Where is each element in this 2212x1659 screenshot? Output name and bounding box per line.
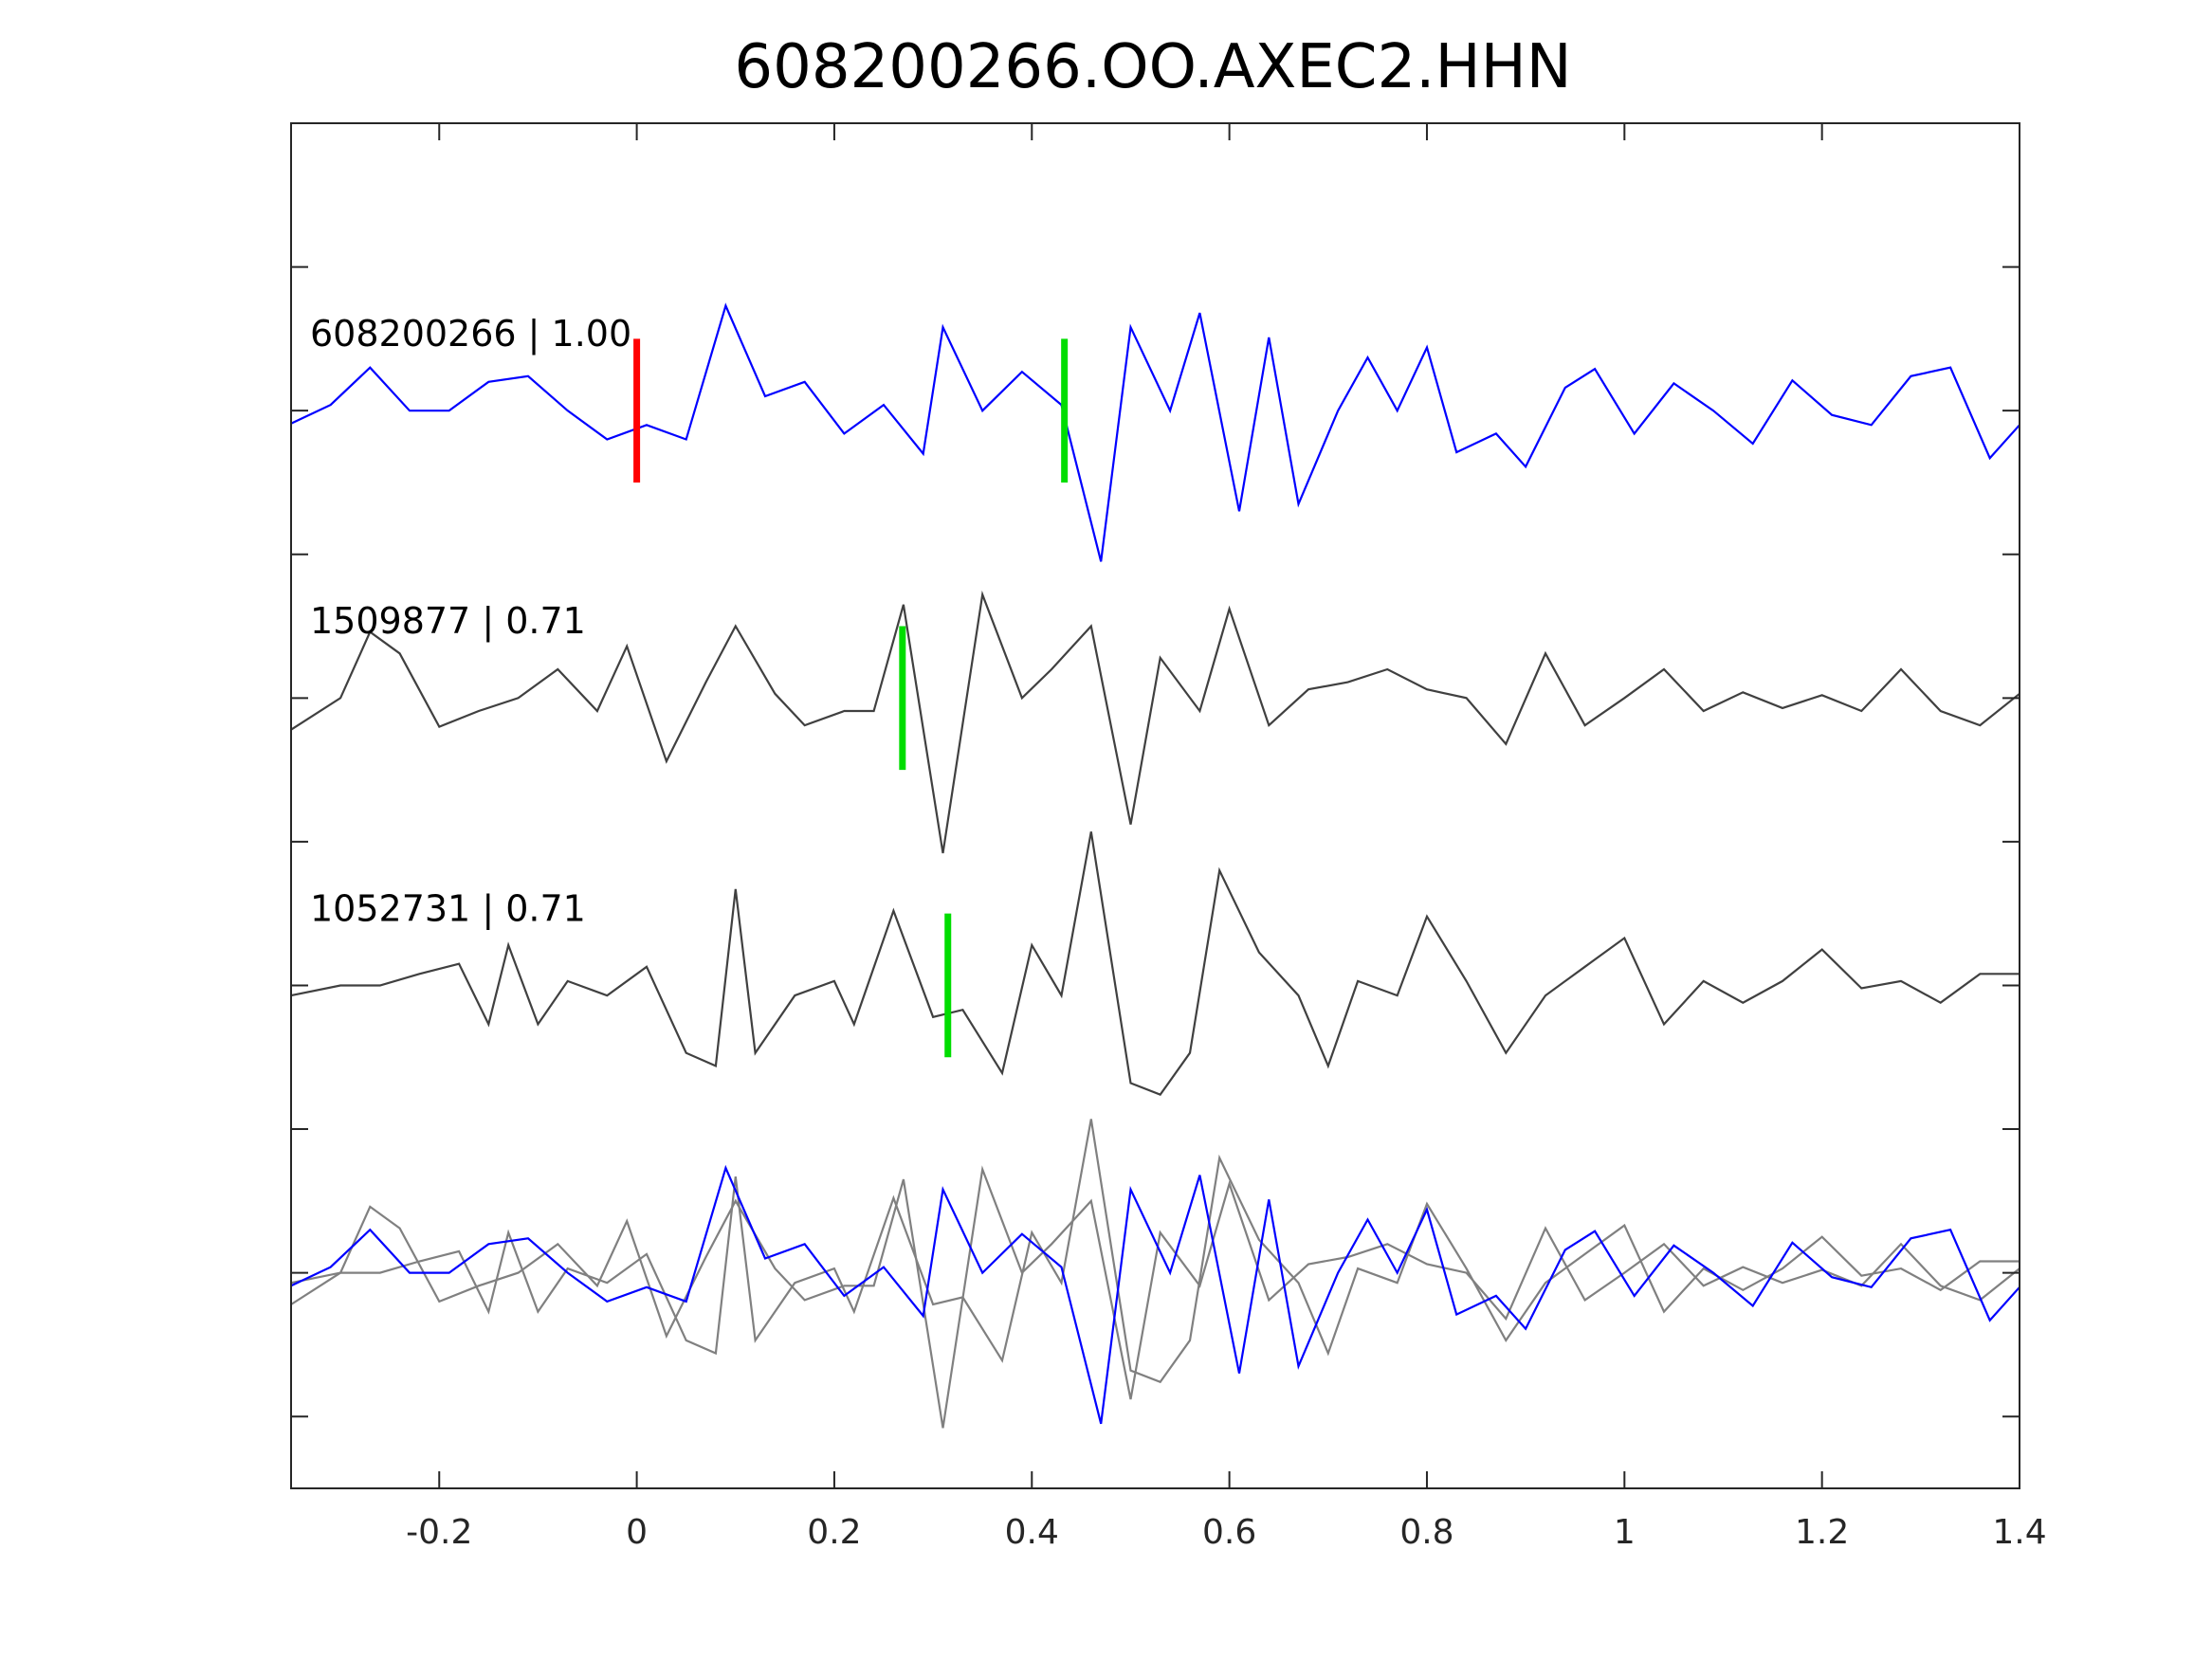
x-tick-label: -0.2 <box>406 1513 472 1552</box>
x-tick-label: 0.8 <box>1399 1513 1453 1552</box>
trace-label-608200266: 608200266 | 1.00 <box>310 313 631 356</box>
trace-608200266 <box>290 302 2020 562</box>
trace-label-1509877: 1509877 | 0.71 <box>310 600 586 643</box>
x-tick-label: 1.2 <box>1795 1513 1849 1552</box>
trace-label-1052731: 1052731 | 0.71 <box>310 887 586 930</box>
axes-frame <box>290 122 2020 1489</box>
x-tick-label: 0.6 <box>1202 1513 1256 1552</box>
traces-layer: 608200266 | 1.00 1509877 | 0.71 1052731 | … <box>290 302 2020 1429</box>
trace-1052731 <box>290 831 2020 1097</box>
x-tick-label: 1.4 <box>1992 1513 2046 1552</box>
x-tick-label: 0.4 <box>1005 1513 1059 1552</box>
x-tick-label: 0.2 <box>807 1513 861 1552</box>
overlay-trace-1052731 <box>290 1119 2020 1384</box>
axes-layer: -0.2 0 0.2 0.4 0.6 0.8 1 1.2 1.4 <box>290 122 2047 1552</box>
x-tick-label: 0 <box>626 1513 648 1552</box>
overlay-trace-1509877 <box>290 1165 2020 1429</box>
overlay-trace-608200266 <box>290 1164 2020 1425</box>
chart-title: 608200266.OO.AXEC2.HHN <box>734 32 1571 102</box>
trace-1509877 <box>290 590 2020 854</box>
x-tick-label: 1 <box>1614 1513 1636 1552</box>
